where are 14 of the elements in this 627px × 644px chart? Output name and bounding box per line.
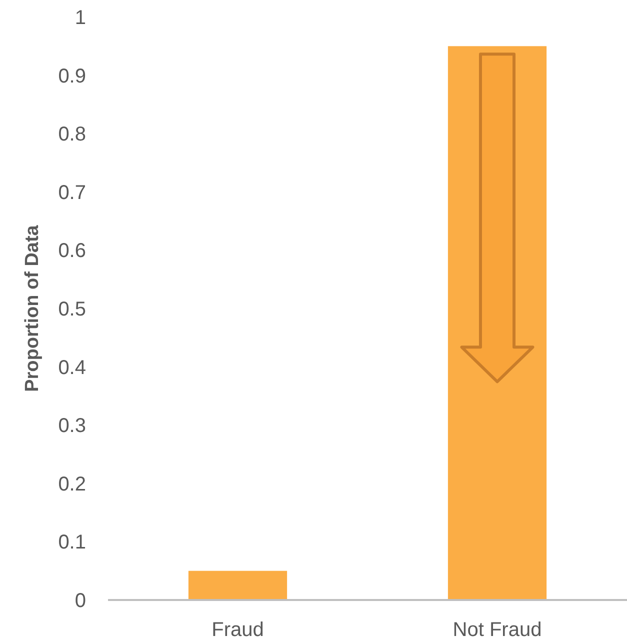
y-tick-label: 0.3 xyxy=(58,415,86,438)
x-tick-label: Not Fraud xyxy=(452,619,542,641)
y-tick-label: 0.1 xyxy=(58,532,86,554)
y-tick-label: 0.2 xyxy=(58,473,86,496)
y-tick-label: 0.5 xyxy=(58,298,86,320)
y-tick-label: 0.9 xyxy=(58,65,86,88)
y-tick-label: 0.4 xyxy=(58,356,86,379)
x-tick-label: Fraud xyxy=(212,619,264,641)
y-tick-label: 0.8 xyxy=(58,124,86,146)
y-tick-label: 1 xyxy=(74,7,86,29)
y-tick-label: 0.6 xyxy=(58,240,86,262)
y-axis-title: Proportion of Data xyxy=(22,224,43,392)
y-tick-label: 0.7 xyxy=(58,182,86,204)
y-tick-label: 0 xyxy=(74,590,86,612)
